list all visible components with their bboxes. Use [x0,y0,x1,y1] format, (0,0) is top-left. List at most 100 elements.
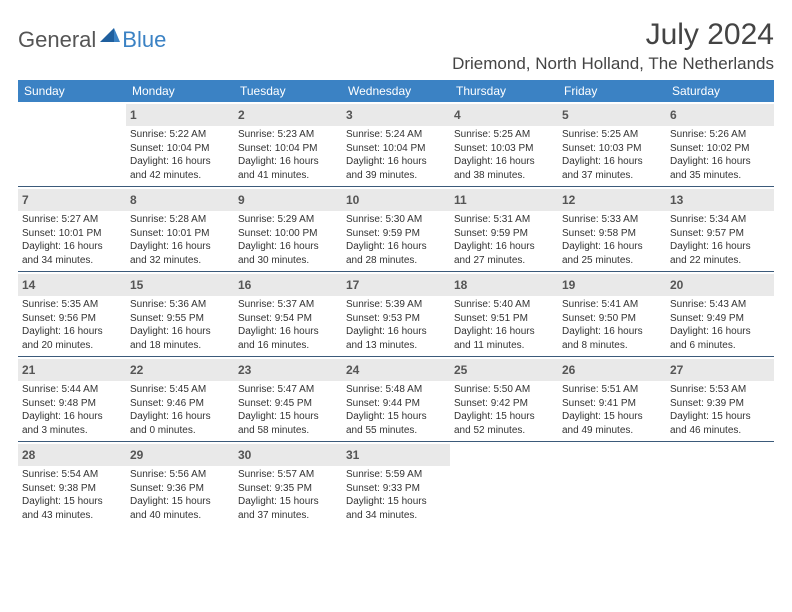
sunrise-line: Sunrise: 5:35 AM [22,298,122,312]
day-number-bar: 26 [558,359,666,381]
day-number: 10 [346,193,359,207]
weekday-thursday: Thursday [450,80,558,102]
daylight-line: Daylight: 16 hours and 16 minutes. [238,325,338,352]
sunset-line: Sunset: 9:38 PM [22,482,122,496]
day-cell: 5Sunrise: 5:25 AMSunset: 10:03 PMDayligh… [558,102,666,186]
day-cell: 9Sunrise: 5:29 AMSunset: 10:00 PMDayligh… [234,187,342,271]
logo-sail-icon [100,26,120,47]
weekday-tuesday: Tuesday [234,80,342,102]
day-cell: 12Sunrise: 5:33 AMSunset: 9:58 PMDayligh… [558,187,666,271]
day-number: 11 [454,193,467,207]
day-cell: 4Sunrise: 5:25 AMSunset: 10:03 PMDayligh… [450,102,558,186]
day-number: 21 [22,363,35,377]
sunset-line: Sunset: 9:36 PM [130,482,230,496]
header: General Blue July 2024 Driemond, North H… [18,18,774,74]
day-number-bar: 3 [342,104,450,126]
sunset-line: Sunset: 9:50 PM [562,312,662,326]
sunrise-line: Sunrise: 5:30 AM [346,213,446,227]
day-number-bar: 21 [18,359,126,381]
daylight-line: Daylight: 16 hours and 32 minutes. [130,240,230,267]
sunset-line: Sunset: 10:01 PM [130,227,230,241]
sunset-line: Sunset: 10:04 PM [238,142,338,156]
daylight-line: Daylight: 15 hours and 55 minutes. [346,410,446,437]
day-number: 30 [238,448,251,462]
sunset-line: Sunset: 10:03 PM [562,142,662,156]
sunrise-line: Sunrise: 5:59 AM [346,468,446,482]
day-number: 15 [130,278,143,292]
sunset-line: Sunset: 9:46 PM [130,397,230,411]
daylight-line: Daylight: 15 hours and 34 minutes. [346,495,446,522]
day-number-bar: 11 [450,189,558,211]
day-cell: 20Sunrise: 5:43 AMSunset: 9:49 PMDayligh… [666,272,774,356]
sunrise-line: Sunrise: 5:37 AM [238,298,338,312]
sunrise-line: Sunrise: 5:28 AM [130,213,230,227]
day-number: 31 [346,448,359,462]
sunrise-line: Sunrise: 5:57 AM [238,468,338,482]
sunrise-line: Sunrise: 5:56 AM [130,468,230,482]
sunset-line: Sunset: 9:56 PM [22,312,122,326]
day-cell: 14Sunrise: 5:35 AMSunset: 9:56 PMDayligh… [18,272,126,356]
week-row: 28Sunrise: 5:54 AMSunset: 9:38 PMDayligh… [18,441,774,526]
day-number: 14 [22,278,35,292]
day-number: 12 [562,193,575,207]
day-number-bar: 30 [234,444,342,466]
day-number: 8 [130,193,137,207]
sunrise-line: Sunrise: 5:29 AM [238,213,338,227]
day-cell: 10Sunrise: 5:30 AMSunset: 9:59 PMDayligh… [342,187,450,271]
daylight-line: Daylight: 16 hours and 34 minutes. [22,240,122,267]
weekday-monday: Monday [126,80,234,102]
sunset-line: Sunset: 9:48 PM [22,397,122,411]
day-number: 28 [22,448,35,462]
week-row: 21Sunrise: 5:44 AMSunset: 9:48 PMDayligh… [18,356,774,441]
day-cell: 16Sunrise: 5:37 AMSunset: 9:54 PMDayligh… [234,272,342,356]
sunrise-line: Sunrise: 5:24 AM [346,128,446,142]
day-number-bar: 19 [558,274,666,296]
daylight-line: Daylight: 16 hours and 6 minutes. [670,325,770,352]
day-cell-empty [18,102,126,186]
day-cell-empty [666,442,774,526]
day-number: 22 [130,363,143,377]
day-cell: 24Sunrise: 5:48 AMSunset: 9:44 PMDayligh… [342,357,450,441]
daylight-line: Daylight: 16 hours and 41 minutes. [238,155,338,182]
day-cell: 1Sunrise: 5:22 AMSunset: 10:04 PMDayligh… [126,102,234,186]
sunset-line: Sunset: 9:51 PM [454,312,554,326]
weekday-sunday: Sunday [18,80,126,102]
day-cell: 7Sunrise: 5:27 AMSunset: 10:01 PMDayligh… [18,187,126,271]
day-number-bar: 28 [18,444,126,466]
sunset-line: Sunset: 9:41 PM [562,397,662,411]
sunrise-line: Sunrise: 5:36 AM [130,298,230,312]
day-number: 17 [346,278,359,292]
day-number-bar: 9 [234,189,342,211]
day-number-bar: 15 [126,274,234,296]
sunset-line: Sunset: 10:00 PM [238,227,338,241]
day-number: 29 [130,448,143,462]
day-cell: 6Sunrise: 5:26 AMSunset: 10:02 PMDayligh… [666,102,774,186]
day-cell: 28Sunrise: 5:54 AMSunset: 9:38 PMDayligh… [18,442,126,526]
day-cell: 11Sunrise: 5:31 AMSunset: 9:59 PMDayligh… [450,187,558,271]
calendar: SundayMondayTuesdayWednesdayThursdayFrid… [18,80,774,526]
logo: General Blue [18,18,166,53]
day-number: 19 [562,278,575,292]
day-number: 5 [562,108,569,122]
weekday-saturday: Saturday [666,80,774,102]
title-block: July 2024 Driemond, North Holland, The N… [452,18,774,74]
sunrise-line: Sunrise: 5:25 AM [562,128,662,142]
sunrise-line: Sunrise: 5:26 AM [670,128,770,142]
day-number: 23 [238,363,251,377]
daylight-line: Daylight: 15 hours and 49 minutes. [562,410,662,437]
daylight-line: Daylight: 15 hours and 43 minutes. [22,495,122,522]
sunrise-line: Sunrise: 5:43 AM [670,298,770,312]
daylight-line: Daylight: 16 hours and 42 minutes. [130,155,230,182]
logo-text-gray: General [18,27,96,53]
sunset-line: Sunset: 10:04 PM [130,142,230,156]
sunrise-line: Sunrise: 5:34 AM [670,213,770,227]
day-number-bar: 6 [666,104,774,126]
day-number-bar: 14 [18,274,126,296]
day-number-bar: 17 [342,274,450,296]
sunset-line: Sunset: 9:59 PM [346,227,446,241]
daylight-line: Daylight: 15 hours and 40 minutes. [130,495,230,522]
sunset-line: Sunset: 9:54 PM [238,312,338,326]
weekday-friday: Friday [558,80,666,102]
daylight-line: Daylight: 16 hours and 11 minutes. [454,325,554,352]
sunrise-line: Sunrise: 5:39 AM [346,298,446,312]
